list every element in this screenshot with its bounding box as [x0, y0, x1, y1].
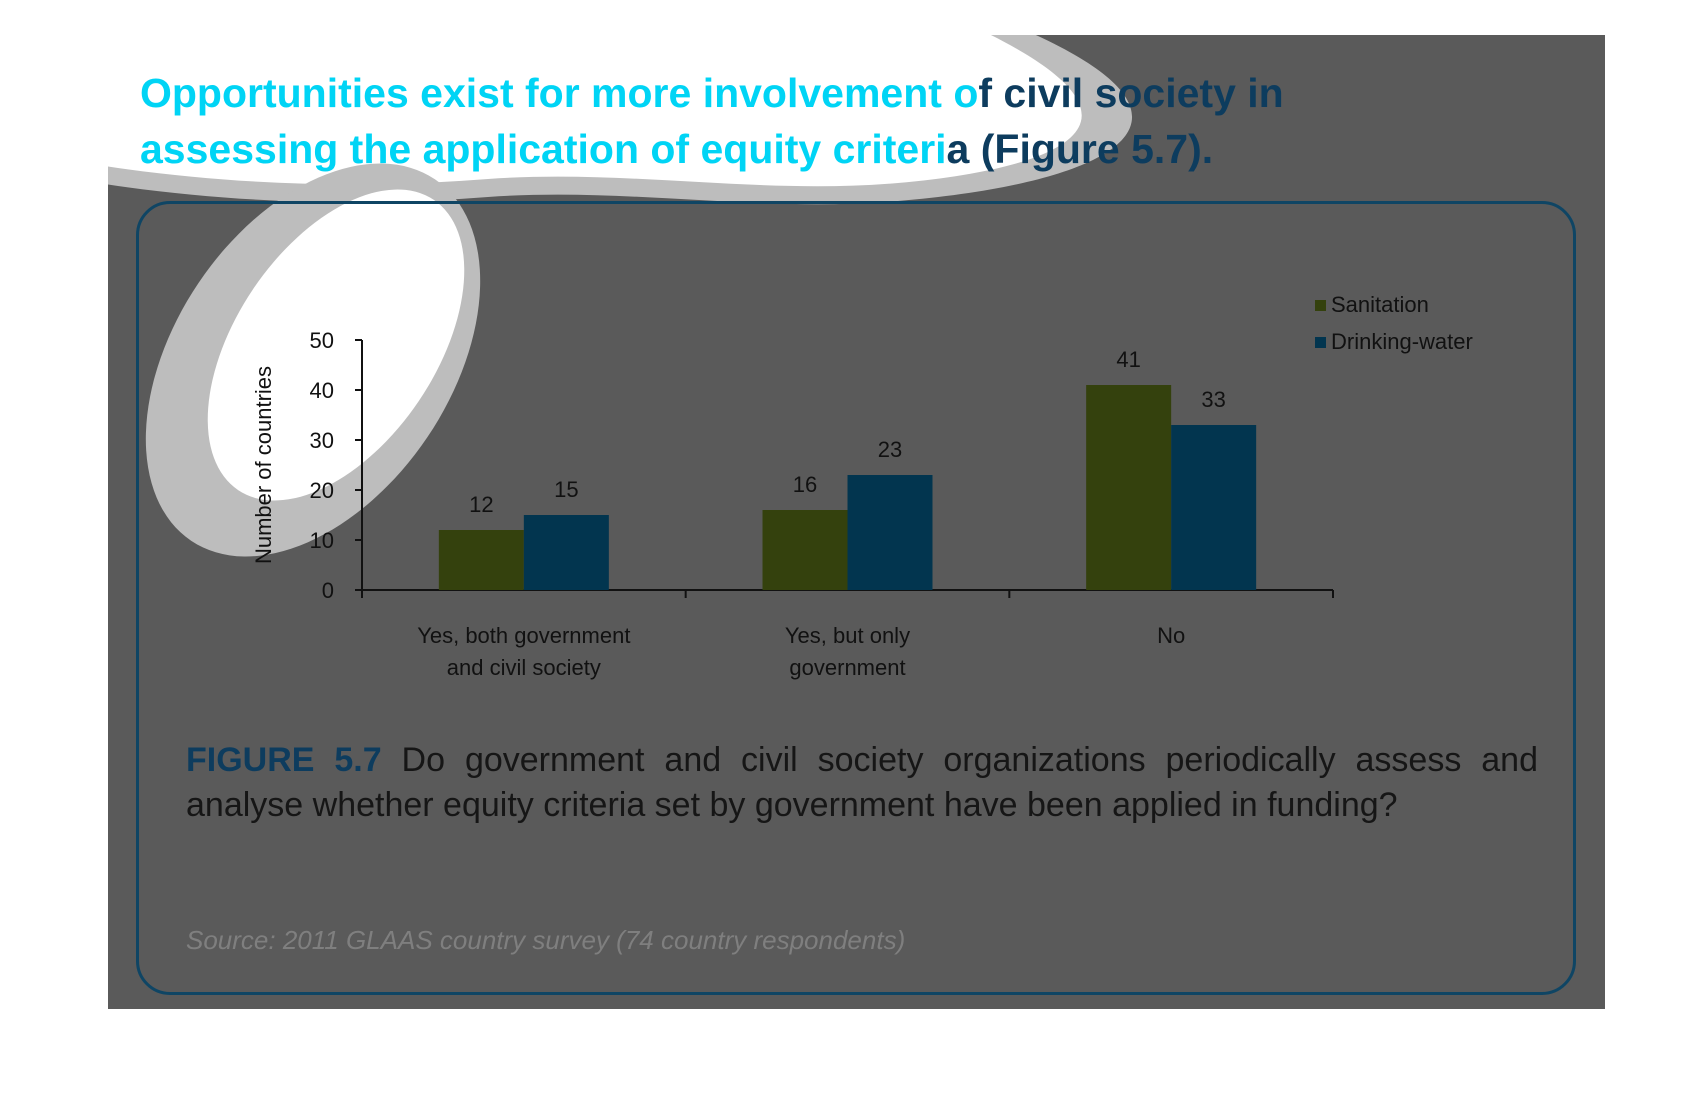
category-label: Yes, but only: [785, 623, 910, 648]
data-label: 33: [1201, 387, 1225, 412]
headline-part-2: f civil society in: [978, 70, 1284, 116]
data-label: 16: [793, 472, 817, 497]
y-tick-label: 10: [310, 528, 334, 553]
headline-part-1: Opportunities exist for more involvement…: [140, 70, 979, 116]
data-label: 41: [1116, 347, 1140, 372]
y-tick-label: 30: [310, 428, 334, 453]
slide: Opportunities exist for more involvement…: [108, 35, 1605, 1009]
headline-part-4: a (Figure 5.7).: [946, 126, 1214, 172]
headline: Opportunities exist for more involvement…: [140, 65, 1540, 177]
legend-label: Sanitation: [1331, 292, 1429, 317]
caption-text: Do government and civil society organiza…: [186, 741, 1538, 824]
bar: [847, 475, 933, 590]
category-label: government: [789, 655, 905, 680]
category-label: Yes, both government: [417, 623, 630, 648]
decorative-blob: [108, 35, 1132, 557]
y-axis-label: Number of countries: [251, 366, 276, 564]
source-note: Source: 2011 GLAAS country survey (74 co…: [186, 925, 906, 955]
legend-label: Drinking-water: [1331, 329, 1473, 354]
bar: [1171, 425, 1257, 590]
bar-chart: 0 10 20 30 40 50 Number of countries 12 15 Yes, b…: [251, 292, 1473, 680]
y-tick-label: 0: [322, 578, 334, 603]
figure-panel: [136, 201, 1576, 995]
data-label: 23: [878, 437, 902, 462]
legend-swatch: [1315, 300, 1326, 311]
caption-label: FIGURE 5.7: [186, 741, 382, 779]
data-label: 15: [554, 477, 578, 502]
data-label: 12: [469, 492, 493, 517]
bar: [762, 510, 848, 590]
headline-part-3: assessing the application of equity crit…: [140, 126, 947, 172]
bar: [1086, 385, 1172, 590]
figure-caption: FIGURE 5.7 Do government and civil socie…: [186, 738, 1538, 828]
y-tick-label: 40: [310, 378, 334, 403]
y-tick-label: 50: [310, 328, 334, 353]
bar: [438, 530, 524, 590]
category-label: and civil society: [447, 655, 601, 680]
legend-swatch: [1315, 337, 1326, 348]
y-tick-label: 20: [310, 478, 334, 503]
category-label: No: [1157, 623, 1185, 648]
bar: [523, 515, 609, 590]
